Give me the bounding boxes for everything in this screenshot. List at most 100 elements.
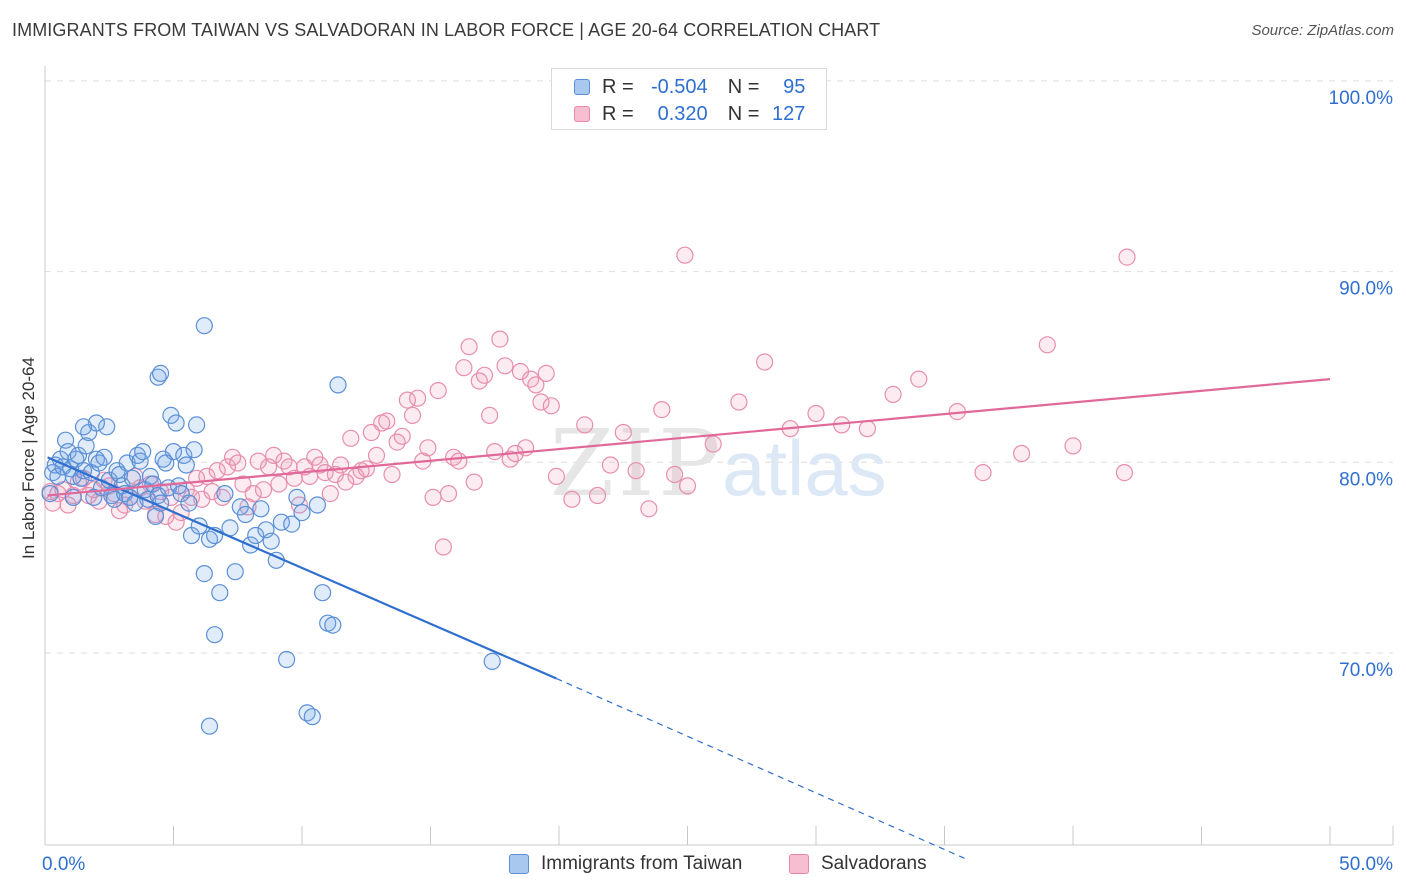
salvadoran-point: [460, 338, 478, 356]
watermark: ZIP atlas: [550, 410, 887, 517]
taiwan-point: [164, 443, 183, 461]
salvadoran-point: [429, 382, 447, 400]
taiwan-point: [329, 376, 347, 394]
salvadoran-point: [321, 485, 339, 503]
salvadoran-point: [337, 473, 355, 491]
axis-layer: [44, 66, 1394, 846]
y-tick-label: 70.0%: [1339, 660, 1393, 681]
legend-n-label: N =: [727, 75, 760, 98]
legend-r-label: R =: [602, 102, 634, 125]
salvadoran-point: [424, 488, 442, 506]
salvadoran-point: [1118, 248, 1136, 266]
salvadoran-point: [403, 406, 422, 424]
salvadoran-point: [265, 446, 283, 464]
legend-row-salvadorans: R = 0.320 N = 127: [574, 103, 805, 125]
salvadoran-point: [218, 458, 237, 476]
salvadoran-point: [491, 330, 509, 348]
taiwan-point: [314, 584, 332, 602]
salvadoran-point: [1012, 444, 1031, 463]
grid-layer: [45, 80, 1393, 654]
salvadoran-point: [270, 475, 288, 493]
taiwan-point: [262, 532, 280, 550]
taiwan-trend-line: [47, 456, 557, 680]
salvadoran-point: [342, 429, 360, 447]
taiwan-point: [293, 503, 311, 522]
bottom-swatch-taiwan: [509, 854, 529, 874]
x-tick-label: 0.0%: [42, 854, 85, 875]
taiwan-point: [95, 448, 113, 466]
salvadoran-point: [378, 412, 396, 430]
taiwan-point: [146, 507, 165, 526]
chart-title: IMMIGRANTS FROM TAIWAN VS SALVADORAN IN …: [12, 20, 881, 40]
salvadoran-point: [434, 538, 452, 556]
salvadoran-point: [532, 393, 550, 411]
salvadoran-point: [496, 357, 514, 375]
salvadoran-point: [409, 389, 427, 407]
salvadoran-point: [367, 446, 386, 464]
salvadoran-point: [332, 456, 350, 474]
salvadoran-point: [676, 246, 694, 264]
salvadoran-point: [627, 462, 645, 480]
legend-r-label: R =: [602, 75, 634, 98]
salvadoran-point: [254, 481, 273, 499]
legend-n-label: N =: [727, 102, 760, 125]
salvadoran-point: [527, 376, 545, 394]
y-axis-title: In Labor Force | Age 20-64: [19, 357, 38, 559]
taiwan-point: [247, 526, 265, 545]
taiwan-point: [41, 485, 59, 503]
taiwan-point: [185, 441, 203, 459]
salvadoran-point: [974, 464, 992, 482]
salvadoran-point: [640, 500, 658, 518]
legend-n-value: 127: [772, 102, 806, 125]
salvadoran-point: [678, 477, 697, 495]
salvadoran-point: [455, 359, 473, 377]
salvadoran-point: [547, 467, 566, 485]
bottom-legend-salvadorans: Salvadorans: [789, 852, 927, 876]
salvadoran-point: [486, 443, 504, 461]
salvadoran-point: [481, 406, 499, 424]
bottom-legend-taiwan: Immigrants from Taiwan: [509, 852, 742, 876]
bottom-swatch-salvadorans: [789, 854, 809, 874]
salvadoran-point: [244, 485, 262, 503]
taiwan-point: [324, 616, 342, 634]
salvadoran-point: [730, 393, 748, 411]
taiwan-point: [283, 515, 301, 533]
x-tick-label: 50.0%: [1339, 854, 1393, 875]
salvadoran-point: [601, 456, 620, 474]
taiwan-point: [252, 500, 270, 518]
salvadoran-point: [910, 370, 928, 388]
legend-n-value: 95: [783, 75, 806, 98]
legend-swatch-salvadorans: [574, 106, 590, 122]
taiwan-point: [177, 456, 195, 474]
salvadoran-point: [203, 483, 221, 501]
salvadoran-point: [858, 420, 877, 438]
taiwan-point: [200, 717, 219, 735]
taiwan-point: [278, 650, 296, 669]
salvadoran-point: [419, 439, 437, 457]
taiwan-point: [272, 513, 290, 531]
salvadoran-point: [665, 465, 684, 484]
watermark-zip: ZIP: [550, 410, 724, 517]
salvadoran-point: [1064, 437, 1082, 455]
salvadoran-point: [588, 486, 607, 505]
taiwan-point: [308, 496, 326, 514]
y-tick-label: 90.0%: [1339, 279, 1393, 300]
taiwan-point: [195, 317, 213, 335]
taiwan-point: [87, 414, 106, 432]
taiwan-point: [123, 469, 141, 487]
taiwan-trend-extension: [556, 677, 968, 861]
chart-source: Source: ZipAtlas.com: [1251, 22, 1394, 39]
tick-label-layer: 100.0% 90.0% 80.0% 70.0% 0.0% 50.0%: [42, 88, 1393, 875]
legend-row-taiwan: R = -0.504 N = 95: [574, 76, 805, 98]
salvadoran-point: [357, 460, 375, 478]
salvadoran-point: [439, 485, 458, 503]
taiwan-point: [211, 584, 229, 602]
taiwan-point: [74, 418, 93, 436]
salvadoran-point: [807, 404, 825, 423]
salvadoran-point: [383, 465, 401, 484]
salvadoran-point: [393, 427, 411, 445]
legend-r-value: 0.320: [657, 102, 708, 125]
taiwan-point: [226, 563, 244, 581]
